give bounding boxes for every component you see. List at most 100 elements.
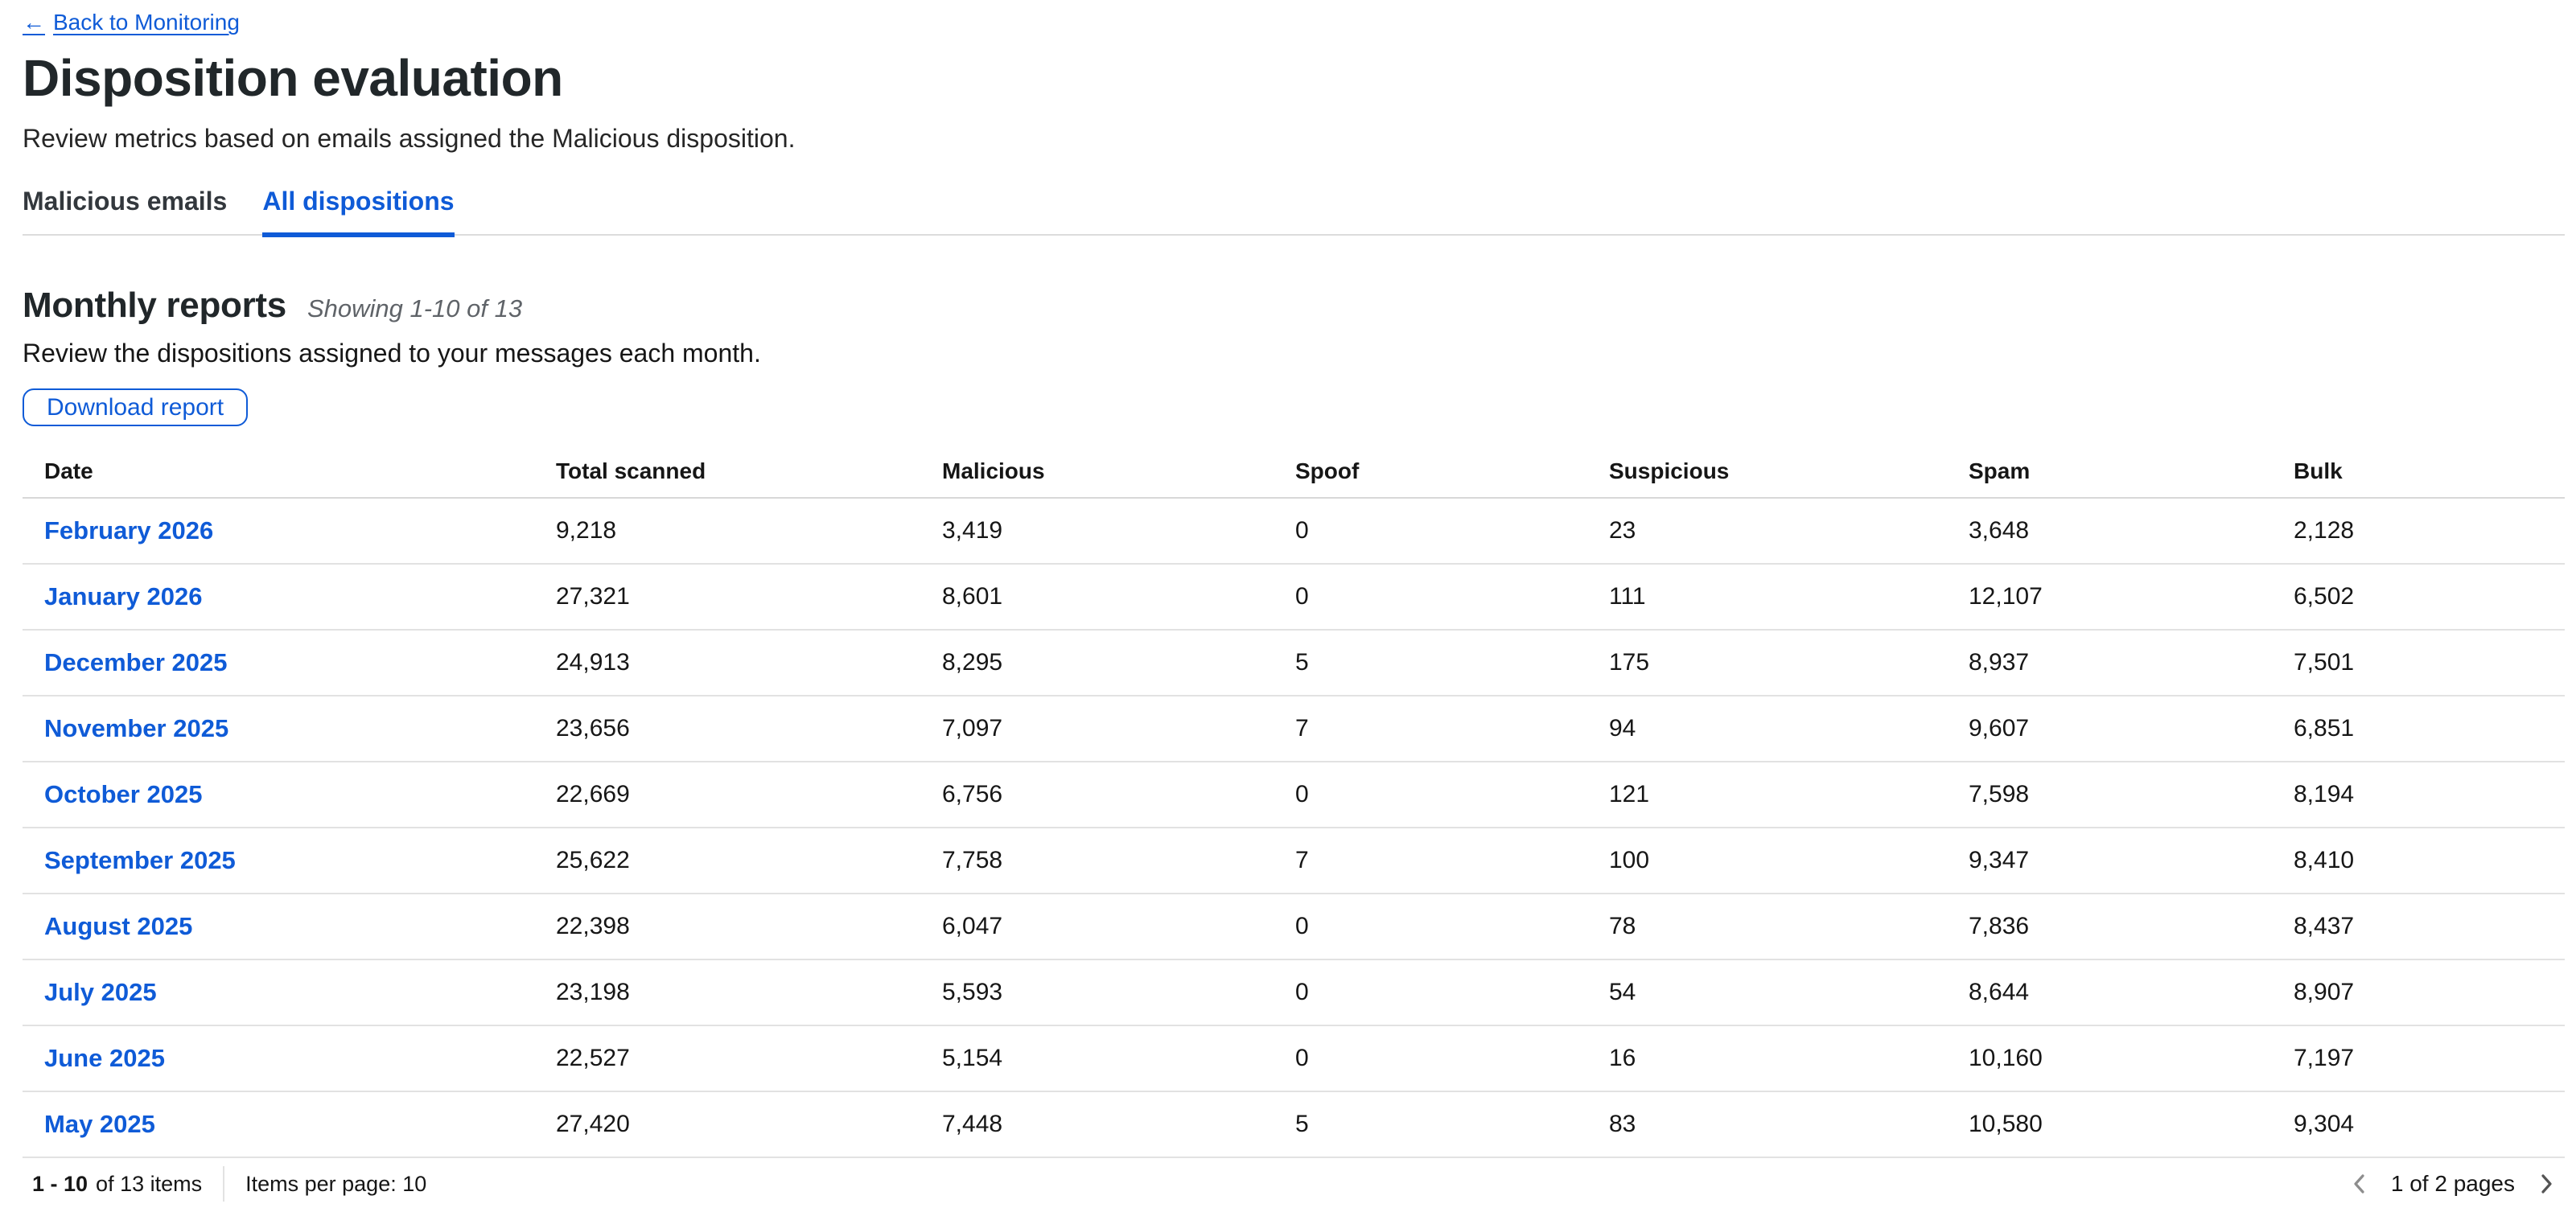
cell-spoof: 0 <box>1274 564 1587 631</box>
items-per-page[interactable]: Items per page: 10 <box>245 1171 427 1196</box>
table-header: Date Total scanned Malicious Spoof Suspi… <box>23 458 2565 499</box>
column-header-date: Date <box>23 458 534 499</box>
tab-malicious-emails[interactable]: Malicious emails <box>23 187 228 216</box>
date-link[interactable]: February 2026 <box>44 516 214 545</box>
cell-date: September 2025 <box>23 828 534 895</box>
cell-bulk: 8,907 <box>2272 959 2565 1027</box>
date-link[interactable]: November 2025 <box>44 714 229 743</box>
cell-total-scanned: 27,321 <box>534 564 920 631</box>
cell-malicious: 6,047 <box>920 894 1274 961</box>
showing-count: Showing 1-10 of 13 <box>307 294 523 323</box>
download-report-button[interactable]: Download report <box>23 388 249 427</box>
cell-malicious: 8,601 <box>920 564 1274 631</box>
next-page-button[interactable] <box>2533 1170 2560 1198</box>
back-arrow-icon: ← <box>23 10 45 35</box>
table-row: October 2025 22,669 6,756 0 121 7,598 8,… <box>23 762 2565 829</box>
cell-bulk: 7,501 <box>2272 630 2565 697</box>
table-row: January 2026 27,321 8,601 0 111 12,107 6… <box>23 564 2565 631</box>
cell-spam: 8,644 <box>1947 959 2272 1027</box>
column-header-bulk: Bulk <box>2272 458 2565 499</box>
cell-bulk: 7,197 <box>2272 1025 2565 1093</box>
cell-total-scanned: 24,913 <box>534 630 920 697</box>
cell-date: January 2026 <box>23 564 534 631</box>
previous-page-button[interactable] <box>2346 1170 2373 1198</box>
page-indicator: 1 of 2 pages <box>2390 1171 2515 1197</box>
page-subtitle: Review metrics based on emails assigned … <box>23 124 796 154</box>
cell-bulk: 8,410 <box>2272 828 2565 895</box>
date-link[interactable]: July 2025 <box>44 978 157 1007</box>
cell-suspicious: 83 <box>1587 1091 1947 1159</box>
cell-bulk: 9,304 <box>2272 1091 2565 1159</box>
cell-spam: 3,648 <box>1947 498 2272 565</box>
cell-spoof: 7 <box>1274 696 1587 763</box>
cell-date: October 2025 <box>23 762 534 829</box>
table-row: August 2025 22,398 6,047 0 78 7,836 8,43… <box>23 894 2565 961</box>
item-range: 1 - 10 <box>32 1171 88 1196</box>
item-total: of 13 items <box>96 1171 203 1196</box>
cell-date: June 2025 <box>23 1025 534 1093</box>
table-row: July 2025 23,198 5,593 0 54 8,644 8,907 <box>23 959 2565 1027</box>
cell-spoof: 0 <box>1274 959 1587 1027</box>
cell-bulk: 6,502 <box>2272 564 2565 631</box>
cell-total-scanned: 23,656 <box>534 696 920 763</box>
table-row: May 2025 27,420 7,448 5 83 10,580 9,304 <box>23 1091 2565 1159</box>
cell-spoof: 0 <box>1274 1025 1587 1093</box>
cell-malicious: 7,448 <box>920 1091 1274 1159</box>
cell-malicious: 5,593 <box>920 959 1274 1027</box>
cell-spam: 12,107 <box>1947 564 2272 631</box>
cell-spoof: 5 <box>1274 1091 1587 1159</box>
cell-spoof: 0 <box>1274 762 1587 829</box>
chevron-right-icon <box>2541 1174 2552 1194</box>
cell-date: May 2025 <box>23 1091 534 1159</box>
table-row: February 2026 9,218 3,419 0 23 3,648 2,1… <box>23 498 2565 565</box>
table-row: December 2025 24,913 8,295 5 175 8,937 7… <box>23 630 2565 697</box>
cell-spoof: 5 <box>1274 630 1587 697</box>
cell-total-scanned: 22,527 <box>534 1025 920 1093</box>
date-link[interactable]: January 2026 <box>44 582 203 611</box>
date-link[interactable]: June 2025 <box>44 1044 165 1073</box>
date-link[interactable]: August 2025 <box>44 912 193 941</box>
cell-malicious: 6,756 <box>920 762 1274 829</box>
cell-date: July 2025 <box>23 959 534 1027</box>
page-title: Disposition evaluation <box>23 49 563 107</box>
cell-spoof: 0 <box>1274 894 1587 961</box>
cell-spam: 10,580 <box>1947 1091 2272 1159</box>
cell-malicious: 5,154 <box>920 1025 1274 1093</box>
column-header-total-scanned: Total scanned <box>534 458 920 499</box>
cell-date: December 2025 <box>23 630 534 697</box>
cell-date: November 2025 <box>23 696 534 763</box>
cell-suspicious: 175 <box>1587 630 1947 697</box>
pagination-bar: 1 - 10 of 13 items Items per page: 10 1 … <box>23 1158 2565 1208</box>
column-header-suspicious: Suspicious <box>1587 458 1947 499</box>
cell-malicious: 7,758 <box>920 828 1274 895</box>
column-header-spoof: Spoof <box>1274 458 1587 499</box>
tab-bar: Malicious emails All dispositions <box>23 187 2565 238</box>
cell-total-scanned: 23,198 <box>534 959 920 1027</box>
tab-all-dispositions[interactable]: All dispositions <box>262 187 455 238</box>
date-link[interactable]: October 2025 <box>44 780 203 809</box>
cell-spam: 8,937 <box>1947 630 2272 697</box>
date-link[interactable]: September 2025 <box>44 846 236 875</box>
cell-spoof: 7 <box>1274 828 1587 895</box>
chevron-left-icon <box>2354 1174 2364 1194</box>
cell-malicious: 3,419 <box>920 498 1274 565</box>
cell-suspicious: 94 <box>1587 696 1947 763</box>
cell-bulk: 8,437 <box>2272 894 2565 961</box>
cell-total-scanned: 22,669 <box>534 762 920 829</box>
date-link[interactable]: December 2025 <box>44 648 228 677</box>
cell-suspicious: 111 <box>1587 564 1947 631</box>
page-controls: 1 of 2 pages <box>2346 1170 2560 1198</box>
date-link[interactable]: May 2025 <box>44 1110 155 1139</box>
cell-total-scanned: 22,398 <box>534 894 920 961</box>
cell-total-scanned: 9,218 <box>534 498 920 565</box>
section-header: Monthly reports Showing 1-10 of 13 <box>23 286 2565 326</box>
cell-suspicious: 23 <box>1587 498 1947 565</box>
back-to-monitoring-link[interactable]: ← Back to Monitoring <box>23 10 240 35</box>
column-header-malicious: Malicious <box>920 458 1274 499</box>
section-title: Monthly reports <box>23 286 286 326</box>
cell-bulk: 2,128 <box>2272 498 2565 565</box>
column-header-spam: Spam <box>1947 458 2272 499</box>
section-description: Review the dispositions assigned to your… <box>23 339 761 368</box>
cell-suspicious: 54 <box>1587 959 1947 1027</box>
